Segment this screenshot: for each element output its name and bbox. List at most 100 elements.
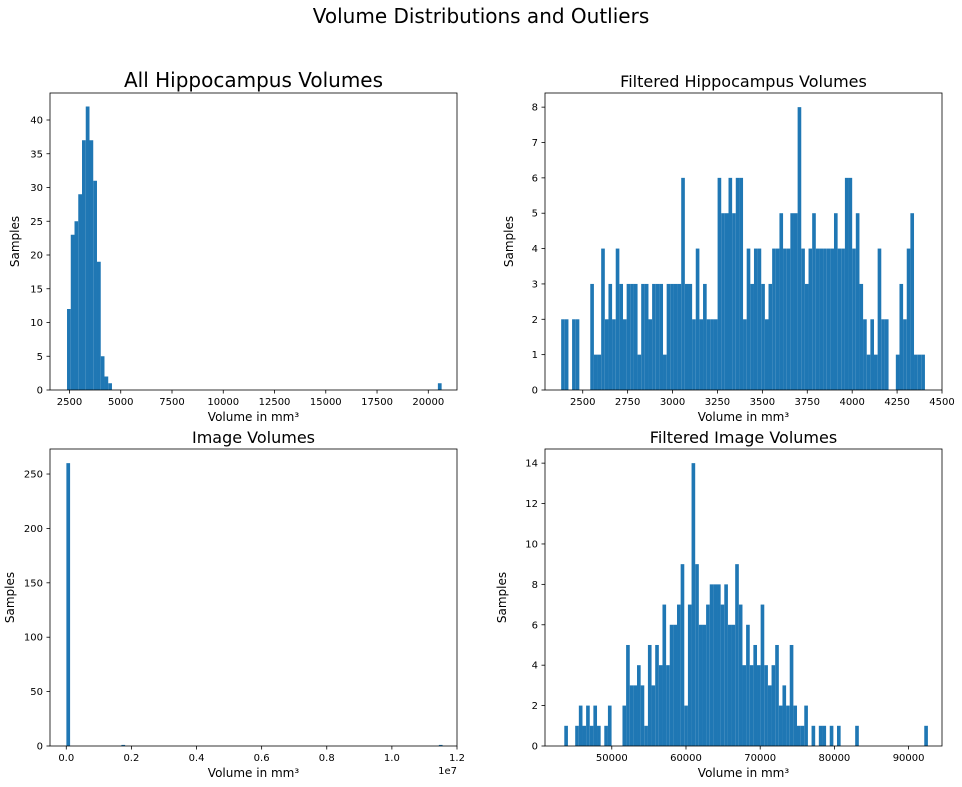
histogram-bar	[637, 665, 641, 746]
axes-frame	[544, 448, 943, 747]
histogram-bar	[793, 213, 798, 390]
histogram-bar	[738, 604, 743, 746]
y-tick-label: 200	[24, 524, 43, 535]
histogram-bar	[782, 685, 787, 746]
histogram-bar	[727, 624, 732, 746]
histogram-bar	[691, 463, 696, 746]
x-tick-label: 70000	[744, 753, 776, 764]
histogram-bar	[438, 744, 443, 746]
histogram-bar	[673, 624, 678, 746]
histogram-bar	[699, 319, 704, 390]
chart-title: All Hippocampus Volumes	[124, 68, 383, 92]
y-tick-label: 14	[525, 459, 538, 470]
histogram-bar	[732, 213, 736, 390]
histogram-bar	[663, 354, 667, 390]
y-tick-label: 5	[37, 352, 43, 363]
y-tick-label: 0	[37, 386, 43, 397]
histogram-bar	[808, 248, 813, 390]
histogram-bar	[437, 383, 442, 390]
histogram-bar	[629, 685, 634, 746]
histogram-bar	[721, 213, 725, 390]
y-axis-label: Samples	[495, 572, 509, 623]
histogram-bar	[66, 463, 71, 746]
y-tick-label: 150	[24, 578, 43, 589]
y-axis-label: Samples	[3, 572, 17, 623]
histogram-bar	[104, 376, 109, 390]
histogram-bar	[859, 283, 864, 390]
histogram-bar	[640, 685, 645, 746]
histogram-bar	[703, 283, 707, 390]
histogram-bar	[826, 248, 831, 390]
histogram-bar	[687, 604, 692, 746]
histogram-bar	[731, 624, 736, 746]
histogram-bar	[746, 624, 750, 746]
histogram-bar	[815, 248, 820, 390]
histogram-bar	[877, 248, 882, 390]
histogram-bar	[783, 248, 787, 390]
y-tick-label: 5	[532, 209, 538, 220]
y-tick-label: 0	[37, 742, 43, 753]
histogram-bar	[677, 283, 682, 390]
histogram-bar	[749, 665, 754, 746]
y-tick-label: 8	[532, 580, 538, 591]
histogram-bar	[874, 354, 878, 390]
x-tick-label: 0.6	[254, 753, 270, 764]
histogram-bar	[70, 234, 75, 390]
chart-title: Filtered Image Volumes	[650, 428, 837, 447]
histogram-bar	[829, 725, 834, 746]
histogram-bar	[903, 319, 907, 390]
histogram-bar	[772, 248, 776, 390]
histogram-bar	[641, 283, 645, 390]
histogram-bar	[644, 725, 648, 746]
histogram-bar	[812, 213, 816, 390]
histogram-bar	[742, 665, 747, 746]
x-tick-label: 5000	[108, 397, 133, 408]
chart-title: Filtered Hippocampus Volumes	[620, 72, 867, 91]
histogram-bar	[666, 283, 671, 390]
histogram-bar	[688, 283, 693, 390]
histogram-bar	[644, 283, 649, 390]
histogram-bar	[695, 248, 700, 390]
histogram-bar	[760, 604, 765, 746]
histogram-bar	[855, 725, 859, 746]
y-tick-label: 0	[532, 386, 538, 397]
x-axis-label: Volume in mm³	[698, 766, 790, 780]
histogram-bar	[801, 248, 805, 390]
histogram-bar	[670, 283, 674, 390]
histogram-bar	[884, 319, 889, 390]
y-tick-label: 2	[532, 315, 538, 326]
histogram-bar	[724, 584, 728, 746]
x-tick-label: 12500	[259, 397, 291, 408]
y-axis-label: Samples	[8, 216, 22, 267]
histogram-bar	[717, 177, 722, 390]
x-tick-label: 1.2	[449, 753, 465, 764]
histogram-bar	[692, 319, 696, 390]
histogram-bar	[739, 177, 744, 390]
histogram-bar	[593, 705, 598, 746]
y-tick-label: 40	[30, 116, 43, 127]
x-tick-label: 90000	[893, 753, 925, 764]
x-tick-label: 3500	[750, 397, 775, 408]
histogram-bar	[811, 725, 816, 746]
histogram-bar	[615, 248, 620, 390]
histogram-bar	[895, 354, 900, 390]
x-tick-label: 4250	[884, 397, 909, 408]
histogram-bar	[797, 107, 802, 390]
x-tick-label: 80000	[818, 753, 850, 764]
x-axis-label: Volume in mm³	[698, 410, 790, 424]
histogram-bar	[837, 725, 841, 746]
histogram-bar	[626, 644, 630, 746]
histogram-bar	[82, 140, 86, 390]
histogram-bar	[655, 283, 660, 390]
chart-panel-4: 50000 60000 70000 80000 90000 0 2 4 6 8 10 12 14 Filt…	[495, 428, 943, 780]
histogram-bar	[575, 725, 579, 746]
y-tick-label: 6	[532, 173, 538, 184]
histogram-bar	[586, 705, 590, 746]
x-tick-label: 0.8	[319, 753, 335, 764]
histogram-bar	[771, 665, 776, 746]
histogram-bar	[623, 319, 627, 390]
histogram-bar	[677, 604, 681, 746]
y-tick-label: 50	[30, 687, 43, 698]
y-tick-label: 25	[30, 217, 43, 228]
